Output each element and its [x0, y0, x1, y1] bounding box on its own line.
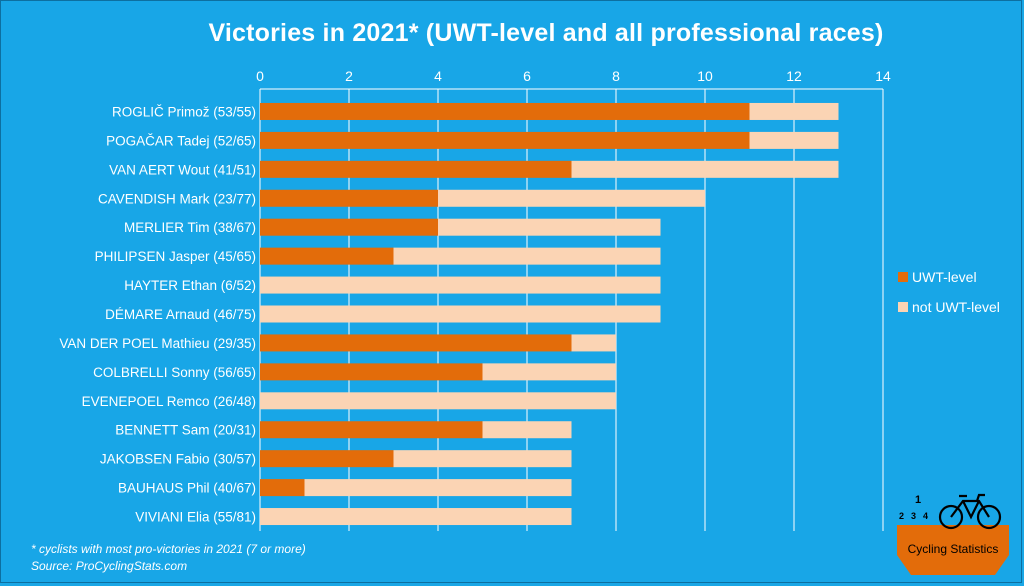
bar-segment-not-uwt	[571, 160, 839, 178]
x-tick-label: 8	[612, 68, 620, 84]
category-label: MERLIER Tim (38/67)	[124, 220, 256, 235]
legend-label-not-uwt: not UWT-level	[912, 299, 1000, 315]
bar-segment-not-uwt	[393, 450, 572, 468]
legend-item-not-uwt: not UWT-level	[898, 297, 1000, 317]
bar-segment-not-uwt	[260, 392, 616, 410]
logo-badge	[897, 525, 1009, 575]
x-tick-label: 2	[345, 68, 353, 84]
legend-item-uwt: UWT-level	[898, 267, 1000, 287]
bar-segment-not-uwt	[304, 479, 572, 497]
category-label: VAN DER POEL Mathieu (29/35)	[59, 336, 256, 351]
bar-segment-not-uwt	[482, 421, 572, 439]
bar-segment-uwt	[260, 334, 572, 352]
legend: UWT-level not UWT-level	[898, 267, 1000, 327]
bar-segment-uwt	[260, 247, 394, 265]
x-tick-label: 0	[256, 68, 264, 84]
category-label: ROGLIČ Primož (53/55)	[112, 104, 256, 119]
x-tick-label: 12	[786, 68, 802, 84]
category-label: CAVENDISH Mark (23/77)	[98, 191, 256, 206]
bar-segment-uwt	[260, 160, 572, 178]
category-label: BENNETT Sam (20/31)	[115, 423, 256, 438]
logo-label: Cycling Statistics	[908, 542, 999, 556]
logo-digit-3: 3	[911, 511, 916, 521]
bar-segment-uwt	[260, 102, 750, 120]
logo-digit-1: 1	[915, 494, 921, 506]
x-tick-labels: 0 2 4 6 8 10 12 14	[256, 68, 891, 84]
bar-segment-not-uwt	[260, 508, 572, 526]
bar-segment-not-uwt	[749, 131, 839, 149]
category-labels: ROGLIČ Primož (53/55) POGAČAR Tadej (52/6…	[59, 104, 256, 524]
category-label: EVENEPOEL Remco (26/48)	[82, 394, 256, 409]
bar-segment-not-uwt	[571, 334, 616, 352]
bar-segment-uwt	[260, 421, 483, 439]
bar-segment-uwt	[260, 218, 438, 236]
footnote: * cyclists with most pro-victories in 20…	[31, 542, 306, 556]
logo-digit-2: 2	[899, 511, 904, 521]
category-label: HAYTER Ethan (6/52)	[124, 278, 256, 293]
category-label: VAN AERT Wout (41/51)	[109, 162, 256, 177]
bicycle-icon	[938, 493, 1002, 530]
bar-segment-uwt	[260, 479, 305, 497]
category-label: BAUHAUS Phil (40/67)	[118, 481, 256, 496]
logo-digit-4: 4	[923, 511, 928, 521]
bar-segment-uwt	[260, 131, 750, 149]
legend-swatch-uwt	[898, 272, 908, 282]
bar-segment-not-uwt	[482, 363, 616, 381]
bar-segment-not-uwt	[438, 218, 661, 236]
category-label: PHILIPSEN Jasper (45/65)	[95, 249, 256, 264]
bar-segment-not-uwt	[749, 102, 839, 120]
bar-segment-not-uwt	[393, 247, 661, 265]
chart-title: Victories in 2021* (UWT-level and all pr…	[208, 19, 884, 47]
x-tick-label: 14	[875, 68, 891, 84]
legend-label-uwt: UWT-level	[912, 269, 977, 285]
bar-segment-not-uwt	[260, 276, 661, 294]
bar-segment-uwt	[260, 450, 394, 468]
bar-segment-uwt	[260, 189, 438, 207]
category-label: VIVIANI Elia (55/81)	[135, 510, 256, 525]
bars	[260, 102, 839, 526]
category-label: POGAČAR Tadej (52/65)	[106, 133, 256, 148]
bar-segment-uwt	[260, 363, 483, 381]
bar-segment-not-uwt	[260, 305, 661, 323]
bar-segment-not-uwt	[438, 189, 705, 207]
category-label: JAKOBSEN Fabio (30/57)	[100, 452, 256, 467]
x-tick-label: 4	[434, 68, 442, 84]
legend-swatch-not-uwt	[898, 302, 908, 312]
cycling-statistics-logo: 1 2 3 4 Cycling Statistics	[897, 493, 1009, 575]
x-tick-label: 6	[523, 68, 531, 84]
category-label: COLBRELLI Sonny (56/65)	[93, 365, 256, 380]
x-tick-label: 10	[697, 68, 713, 84]
source-note: Source: ProCyclingStats.com	[31, 559, 188, 573]
category-label: DÉMARE Arnaud (46/75)	[105, 307, 256, 322]
